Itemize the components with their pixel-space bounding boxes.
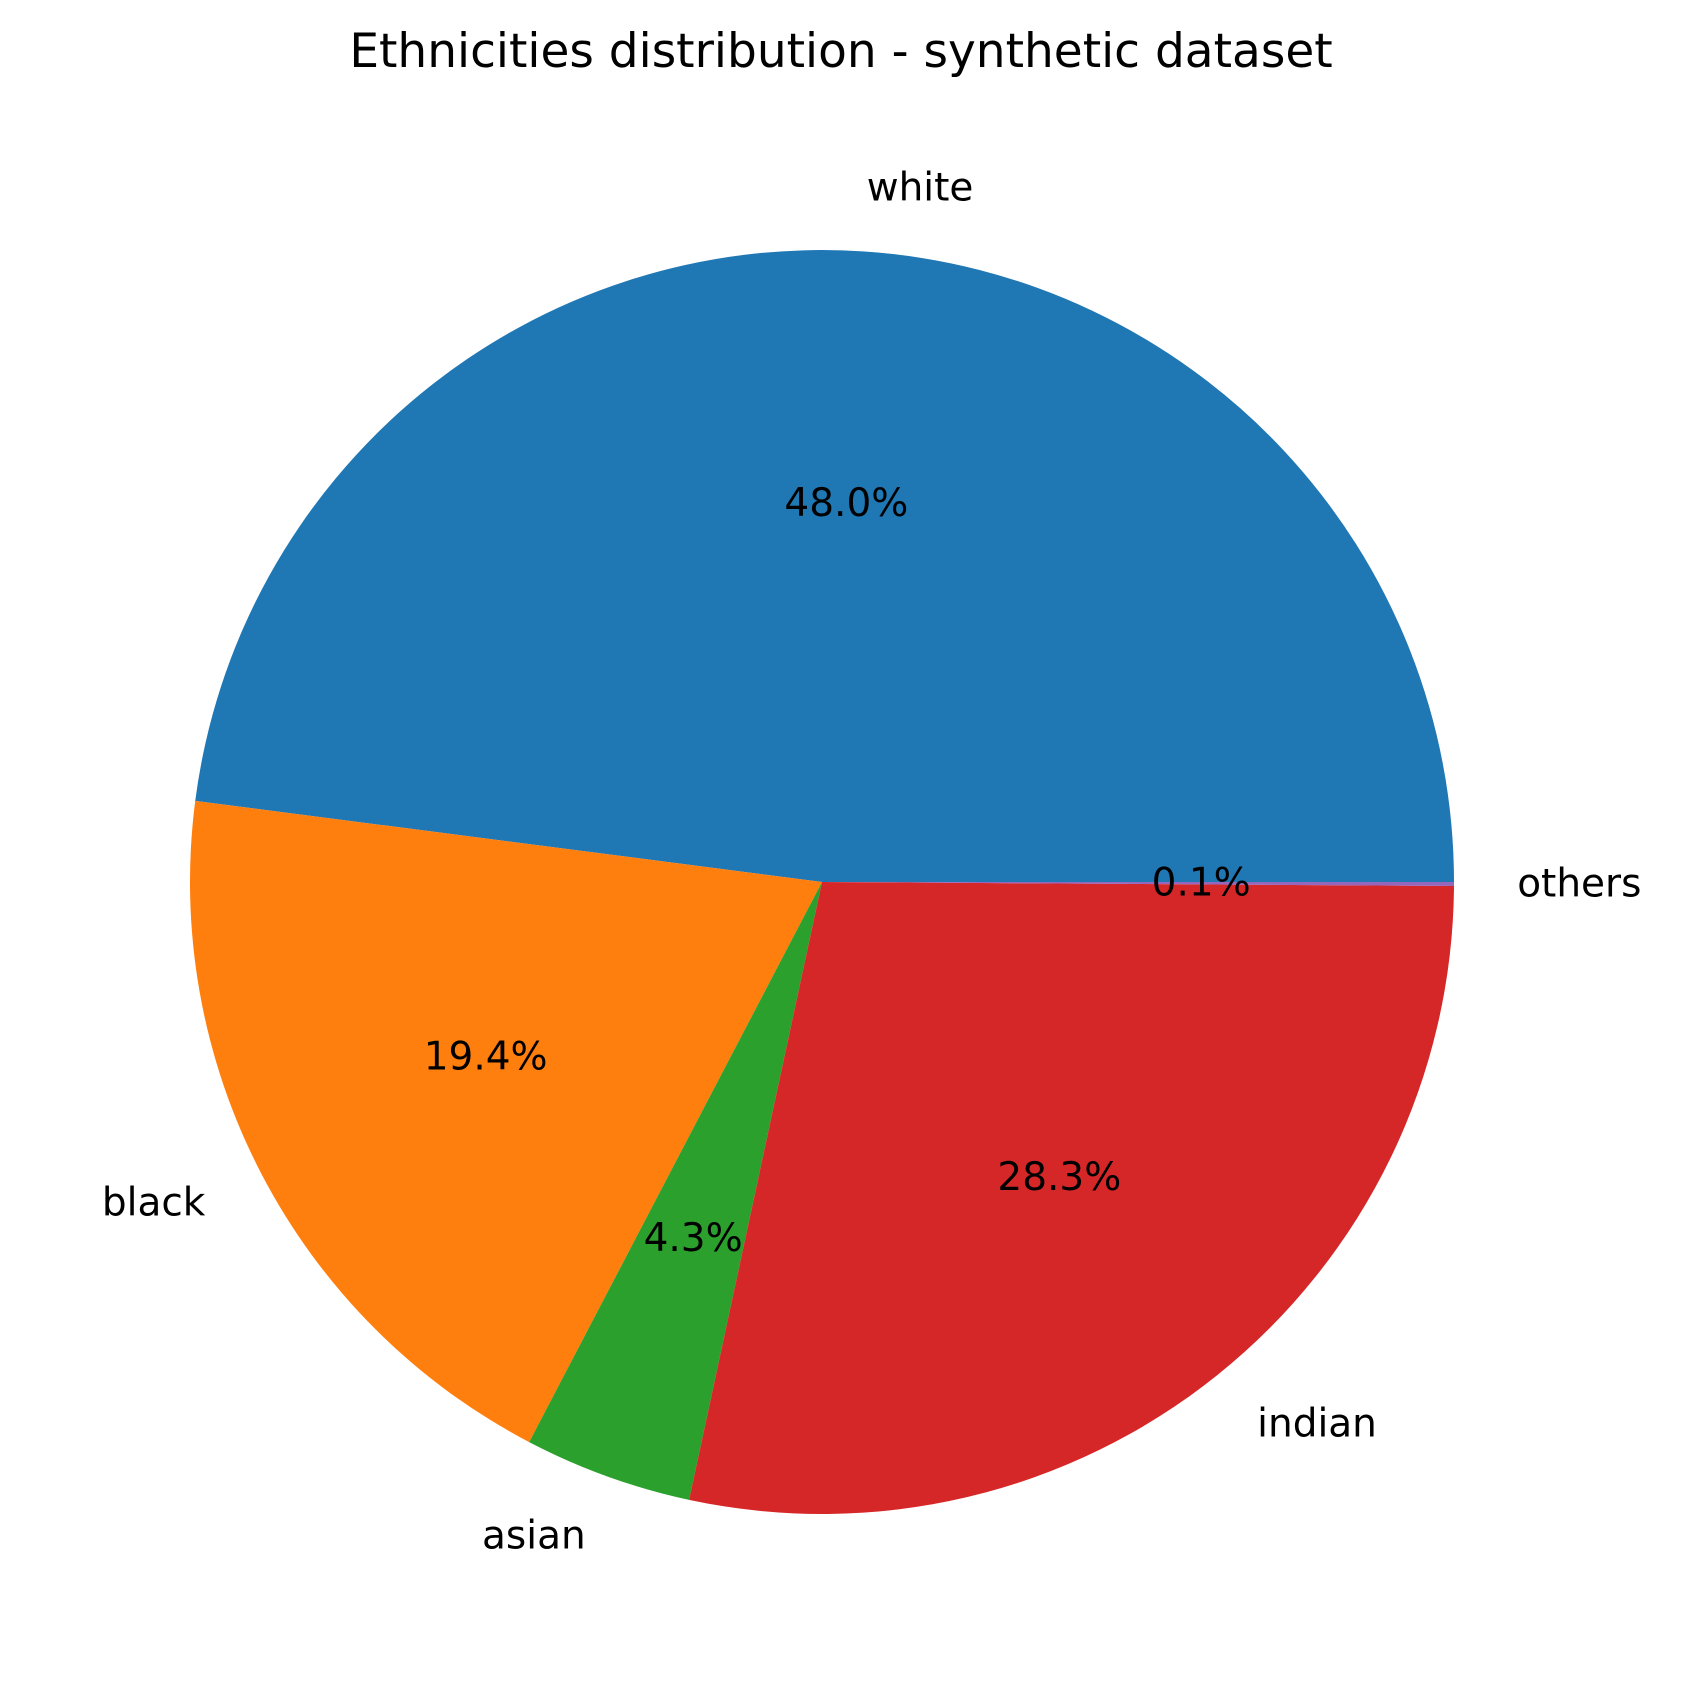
slice-label-black: black — [102, 1181, 206, 1226]
slice-label-asian: asian — [482, 1513, 586, 1558]
slice-label-others: others — [1517, 862, 1641, 907]
slice-pct-white: 48.0% — [784, 481, 908, 526]
chart-title: Ethnicities distribution - synthetic dat… — [349, 24, 1333, 79]
slice-pct-indian: 28.3% — [997, 1155, 1121, 1200]
slice-label-indian: indian — [1257, 1402, 1377, 1447]
pie-slice-indian — [689, 882, 1454, 1514]
pie-slice-white — [195, 250, 1455, 882]
pie-slice-black — [190, 800, 823, 1443]
pie-slice-others — [822, 882, 1455, 886]
slice-pct-asian: 4.3% — [644, 1216, 743, 1261]
slice-pct-black: 19.4% — [424, 1035, 548, 1080]
slice-label-white: white — [867, 166, 974, 211]
slice-pct-others: 0.1% — [1152, 861, 1251, 906]
pie-slice-asian — [529, 882, 822, 1500]
